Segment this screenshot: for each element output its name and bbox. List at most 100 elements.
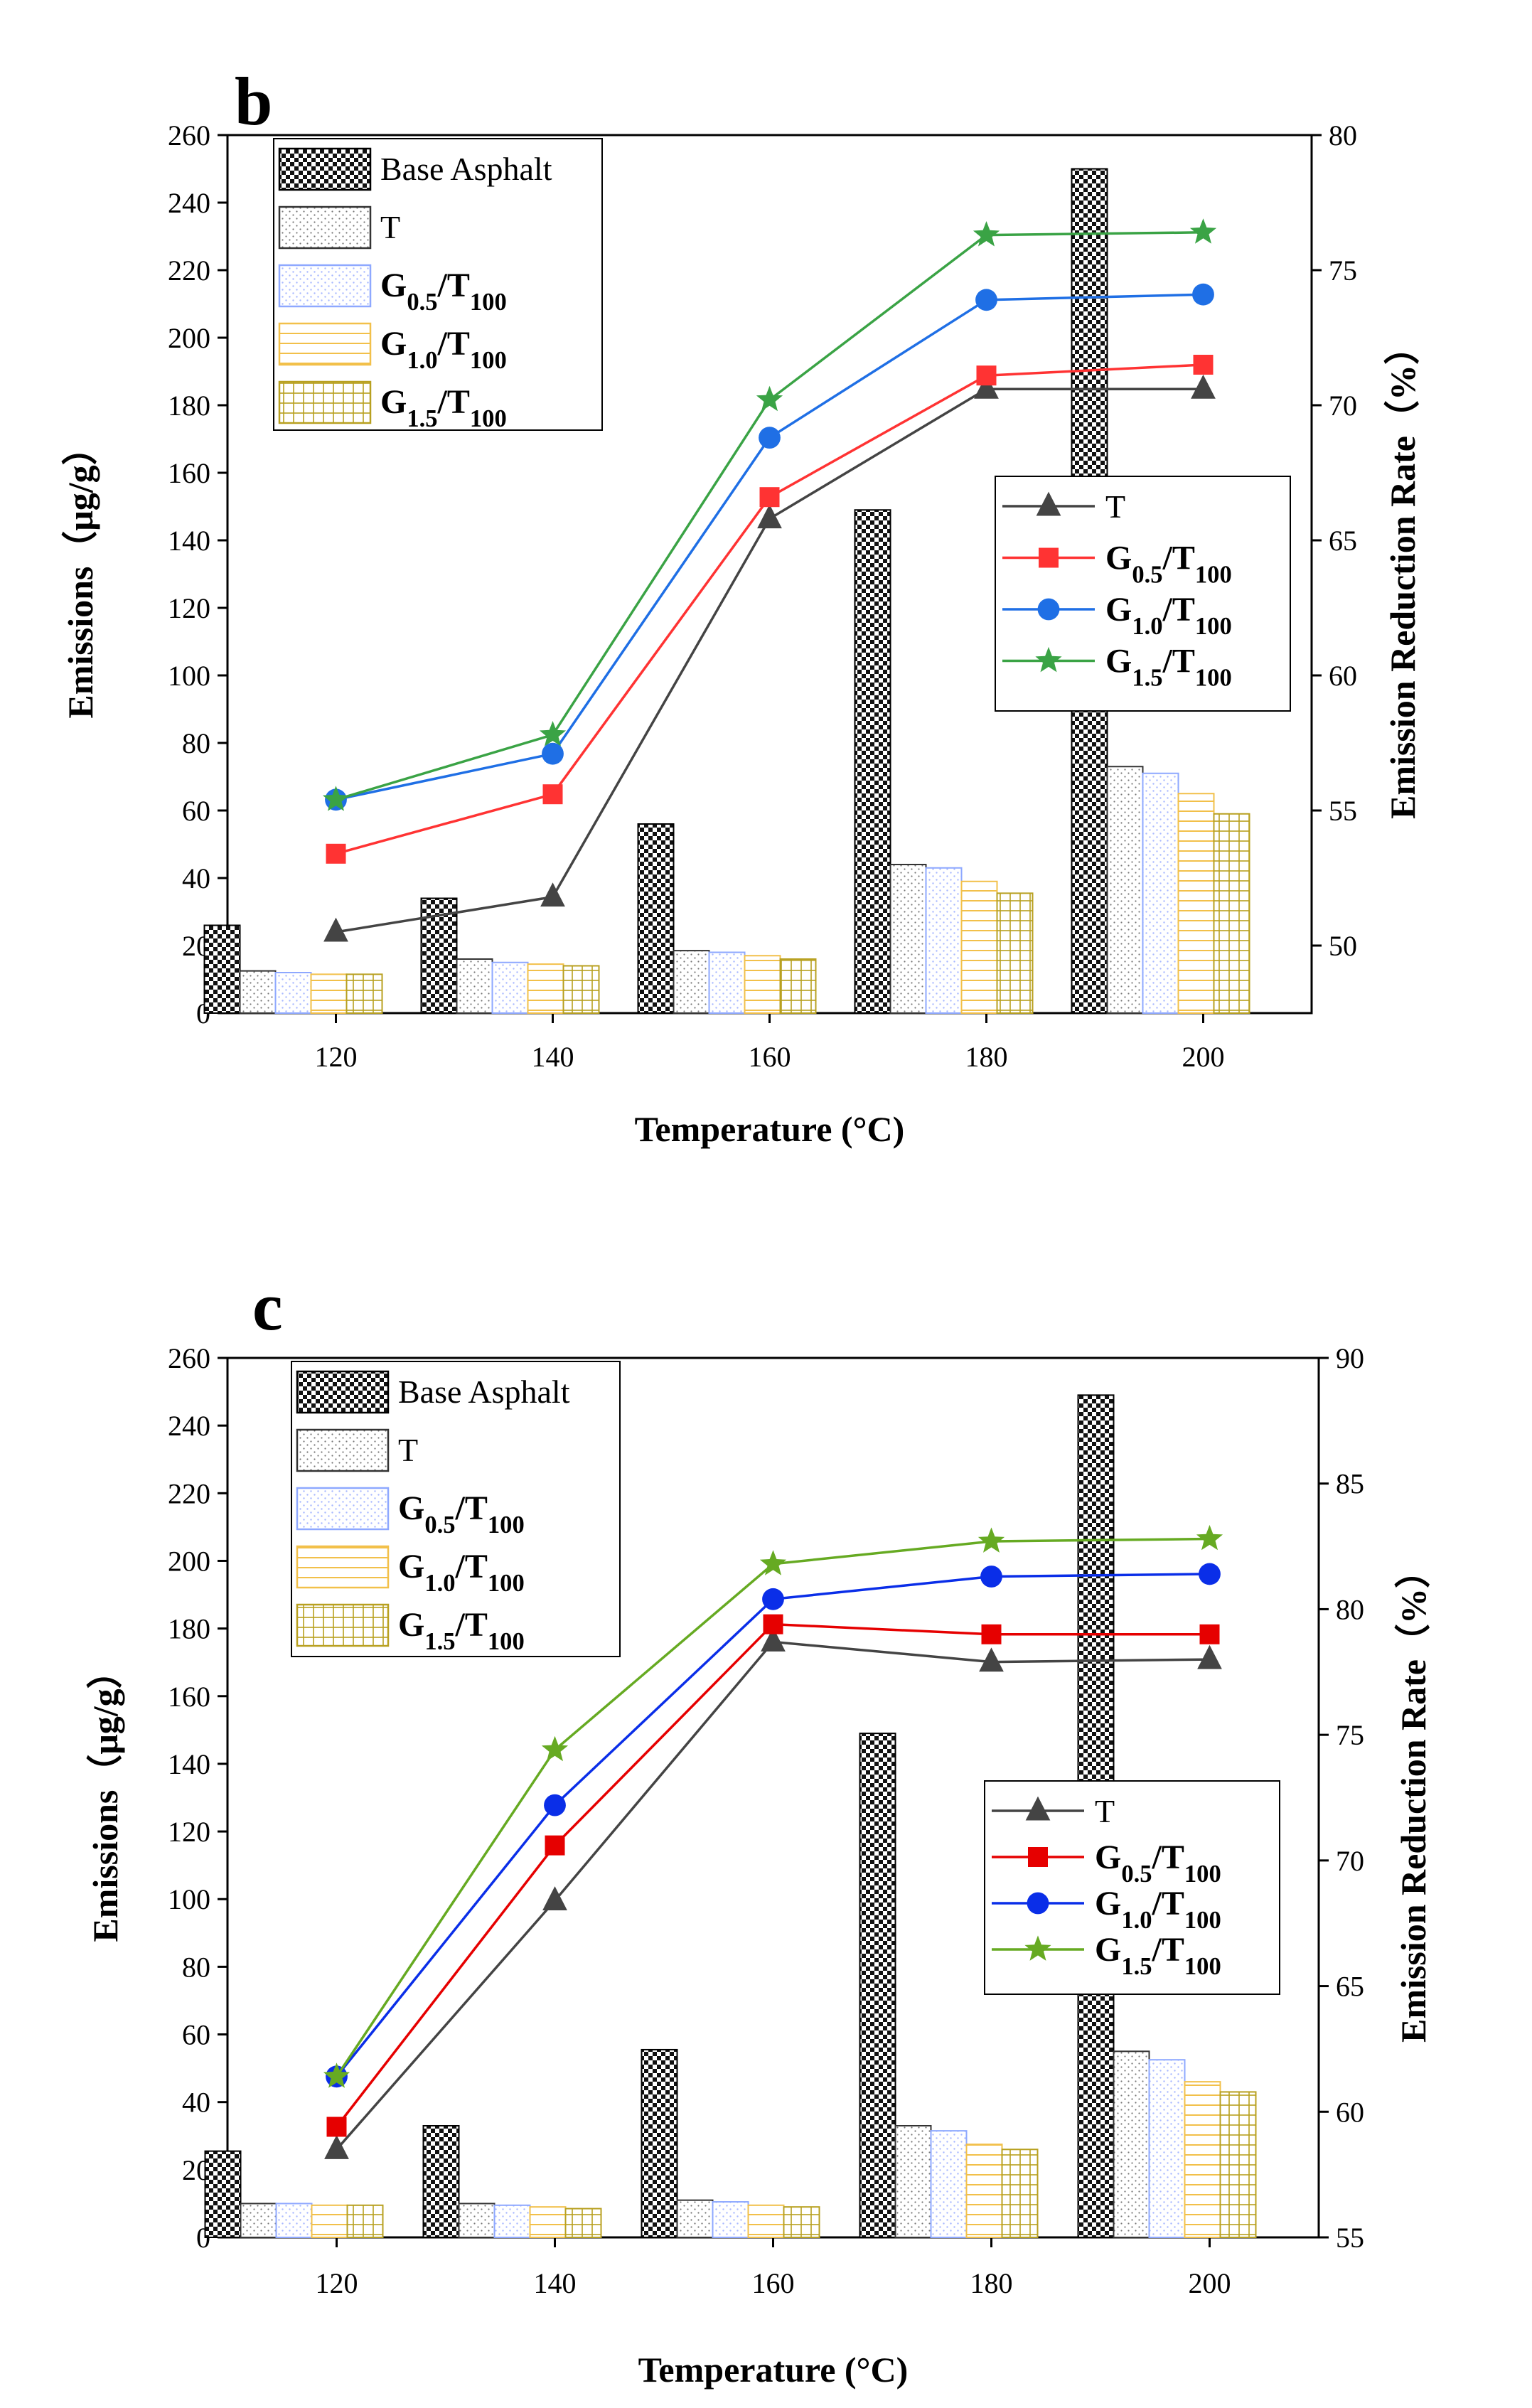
point-g0-5-t100-160: [763, 1614, 783, 1634]
point-g0-5-t100-120: [326, 2117, 347, 2137]
y2-tick-label: 80: [1336, 1593, 1364, 1625]
bar-g0-5-t100-160: [708, 951, 746, 1014]
legend-line-label-g1-0-t100: G1.0/T100: [1095, 1885, 1221, 1934]
legend-label-g0-5-t100: G0.5/T100: [398, 1489, 525, 1539]
bar-g1-5-t100-200: [1213, 813, 1250, 1014]
legend-line-label-g0-5-t100: G0.5/T100: [1105, 540, 1232, 589]
point-t-200: [1197, 1644, 1222, 1669]
bar-g0-5-t100-180: [930, 2130, 968, 2239]
chart-panel-c: c020406080100120140160180200220240260556…: [85, 1268, 1433, 2390]
y-tick-label: 120: [168, 1816, 210, 1848]
x-tick-label: 160: [752, 2267, 795, 2299]
point-g1-5-t100-180: [973, 221, 1000, 247]
legend-line-label-g0-5-t100: G0.5/T100: [1095, 1839, 1221, 1888]
legend-label-base-asphalt: Base Asphalt: [398, 1374, 570, 1410]
legend-line-label-g1-0-t100: G1.0/T100: [1105, 591, 1232, 640]
legend-label-g0-5-t100: G0.5/T100: [380, 267, 507, 316]
bar-g1-5-t100-160: [779, 958, 817, 1014]
bar-g1-5-t100-180: [996, 892, 1034, 1014]
panel-letter: c: [252, 1268, 283, 1344]
legend-marker-g0-5-t100: [1039, 547, 1059, 568]
point-g1-0-t100-200: [1199, 1563, 1221, 1585]
panel-letter: b: [235, 63, 272, 139]
bar-g1-5-t100-140: [564, 2208, 602, 2238]
legend-label-g1-0-t100: G1.0/T100: [398, 1548, 525, 1597]
bar-g0-5-t100-140: [493, 2204, 531, 2239]
y-tick-label: 240: [168, 1410, 210, 1442]
point-g1-0-t100-200: [1192, 283, 1214, 306]
bar-g1-0-t100-180: [960, 880, 998, 1014]
legend-swatch-base-asphalt: [278, 147, 372, 191]
y-tick-label: 120: [168, 592, 210, 624]
x-axis-label: Temperature (°C): [635, 1109, 905, 1149]
x-tick-label: 140: [534, 2267, 577, 2299]
bar-base-asphalt-160: [641, 2048, 678, 2238]
bar-g1-0-t100-200: [1184, 2081, 1221, 2239]
chart-panel-b: b020406080100120140160180200220240260505…: [60, 63, 1423, 1149]
bar-t-140: [456, 958, 493, 1014]
bar-g0-5-t100-120: [275, 2203, 313, 2239]
bar-g1-0-t100-120: [310, 973, 348, 1014]
point-t-180: [979, 1647, 1004, 1672]
x-axis-label: Temperature (°C): [638, 2350, 909, 2390]
legend-marker-t: [1025, 1796, 1051, 1821]
bars: [203, 168, 1250, 1014]
y-tick-label: 260: [168, 1342, 210, 1374]
legend-line-label-t: T: [1105, 488, 1125, 525]
bar-base-asphalt-180: [854, 509, 891, 1014]
bar-base-asphalt-120: [203, 924, 241, 1014]
lines: [323, 1524, 1223, 2159]
bar-g1-0-t100-160: [744, 955, 781, 1014]
y2-axis-label: Emission Reduction Rate（%）: [1393, 1553, 1433, 2043]
legend-marker-g1-5-t100: [1024, 1935, 1051, 1961]
y-tick-label: 160: [168, 1681, 210, 1713]
point-g1-5-t100-200: [1196, 1524, 1223, 1551]
point-g0-5-t100-140: [542, 784, 563, 805]
legend-label-g1-5-t100: G1.5/T100: [398, 1606, 525, 1655]
bar-g0-5-t100-120: [274, 972, 312, 1014]
bar-t-140: [458, 2203, 496, 2239]
y2-tick-label: 85: [1336, 1468, 1364, 1500]
point-t-120: [324, 2134, 349, 2159]
legend-bars: Base Asphalt T G0.5/T100 G1.0/T100 G1.5/T100: [273, 138, 603, 432]
y-tick-label: 100: [168, 1883, 210, 1915]
point-t-140: [542, 1886, 567, 1910]
legend-swatch-g1-5-t100: [278, 380, 372, 424]
point-g0-5-t100-180: [981, 1624, 1002, 1644]
point-g0-5-t100-160: [759, 487, 780, 508]
legend-marker-t: [1036, 491, 1061, 516]
x-tick-label: 180: [965, 1041, 1008, 1073]
y-tick-label: 80: [182, 727, 210, 759]
point-g1-5-t100-120: [323, 2062, 350, 2088]
point-g1-5-t100-140: [539, 721, 567, 747]
bar-g1-0-t100-180: [965, 2144, 1003, 2239]
y-tick-label: 200: [168, 322, 210, 354]
x-tick-label: 180: [970, 2267, 1013, 2299]
bar-g1-5-t100-180: [1001, 2149, 1039, 2239]
point-t-200: [1191, 374, 1216, 399]
bar-g0-5-t100-180: [925, 867, 963, 1014]
legend-line-label-t: T: [1095, 1793, 1115, 1829]
x-tick-label: 140: [532, 1041, 574, 1073]
legend-swatch-g0-5-t100: [278, 264, 372, 308]
point-g1-5-t100-140: [541, 1735, 569, 1762]
point-g1-0-t100-160: [762, 1588, 784, 1610]
bar-base-asphalt-120: [204, 2150, 242, 2239]
y2-tick-label: 70: [1336, 1845, 1364, 1877]
y2-tick-label: 50: [1329, 930, 1357, 962]
legend-swatch-g1-5-t100: [296, 1603, 390, 1647]
y2-tick-label: 75: [1336, 1719, 1364, 1751]
bar-g1-0-t100-160: [747, 2204, 785, 2239]
lines: [322, 218, 1217, 942]
bar-g1-5-t100-140: [562, 965, 600, 1014]
x-tick-label: 120: [316, 2267, 358, 2299]
bar-g1-0-t100-120: [311, 2204, 348, 2239]
x-tick-label: 160: [749, 1041, 791, 1073]
bar-g1-0-t100-140: [527, 963, 564, 1014]
bar-t-180: [889, 864, 927, 1014]
point-g1-0-t100-180: [975, 289, 997, 311]
point-t-140: [540, 882, 565, 907]
y-tick-label: 60: [182, 795, 210, 827]
legend-marker-g1-5-t100: [1035, 646, 1062, 673]
